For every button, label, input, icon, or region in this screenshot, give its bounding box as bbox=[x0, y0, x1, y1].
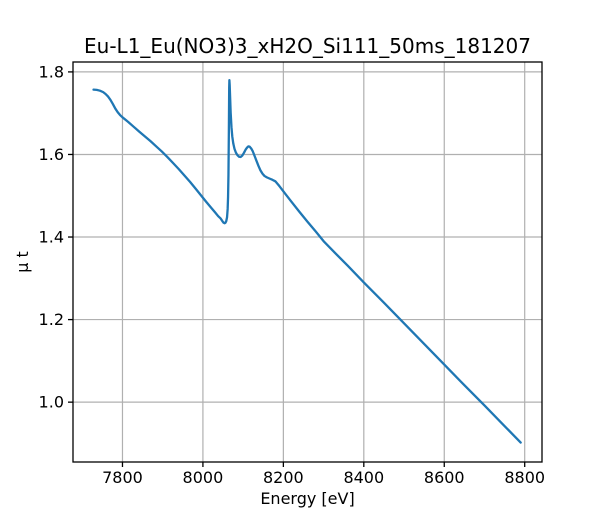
x-tick-label: 8800 bbox=[504, 468, 545, 487]
x-tick-label: 8200 bbox=[263, 468, 304, 487]
chart-title: Eu-L1_Eu(NO3)3_xH2O_Si111_50ms_181207 bbox=[84, 34, 531, 58]
x-tick-label: 8400 bbox=[343, 468, 384, 487]
y-tick-label: 1.0 bbox=[39, 393, 64, 412]
series-layer bbox=[92, 79, 522, 444]
y-tick-label: 1.6 bbox=[39, 145, 64, 164]
tick-labels: 7800 8000 8200 8400 8600 8800 1.0 1.2 1.4 1.6 1.8 bbox=[39, 62, 546, 487]
plot-border bbox=[72, 61, 543, 463]
x-tick-label: 8600 bbox=[424, 468, 465, 487]
x-tick-label: 8000 bbox=[183, 468, 224, 487]
x-tick-label: 7800 bbox=[102, 468, 143, 487]
y-tick-label: 1.8 bbox=[39, 62, 64, 81]
y-axis-label: μ t bbox=[13, 251, 32, 273]
y-tick-label: 1.4 bbox=[39, 228, 64, 247]
gridlines bbox=[73, 62, 542, 462]
x-axis-label: Energy [eV] bbox=[260, 489, 354, 508]
y-tick-label: 1.2 bbox=[39, 310, 64, 329]
axis-ticks bbox=[68, 71, 526, 467]
spectrum-line bbox=[92, 79, 522, 444]
